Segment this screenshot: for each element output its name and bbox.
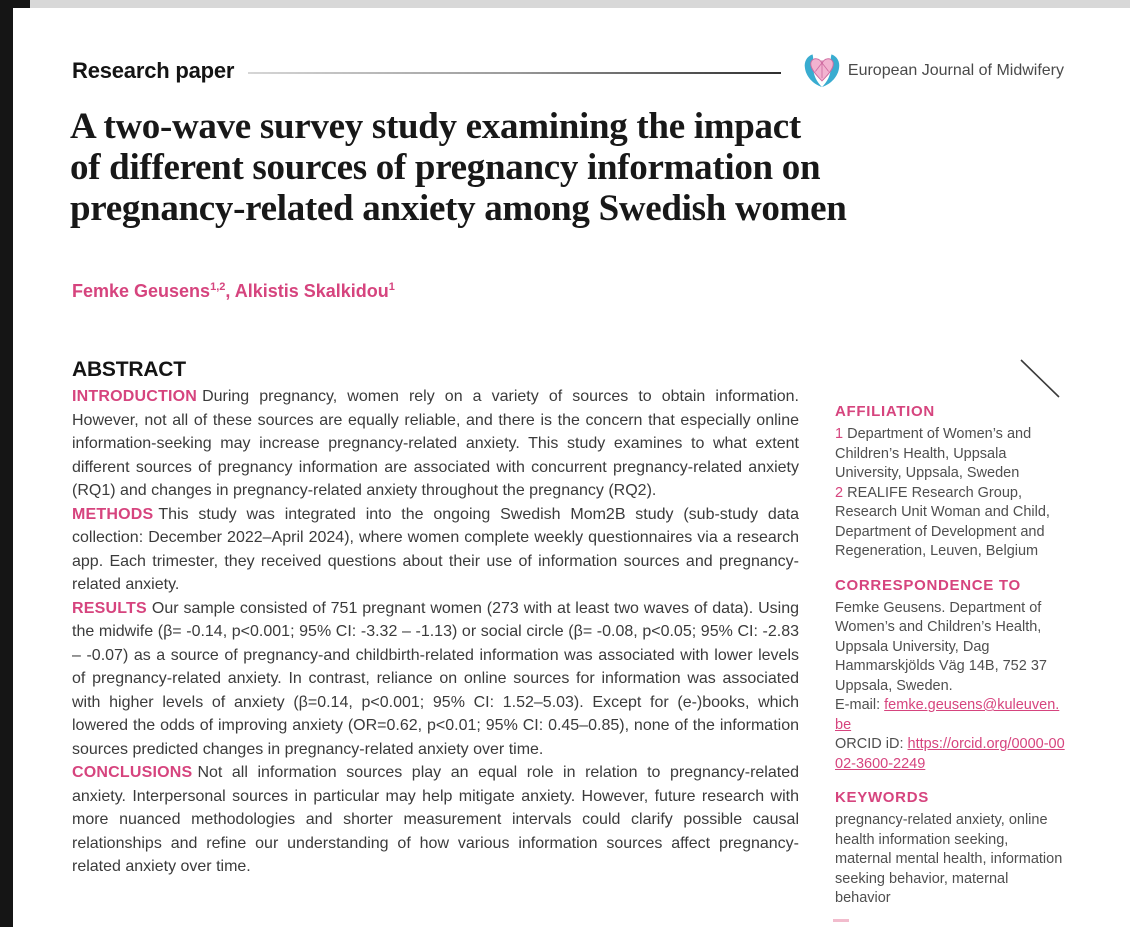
affiliation-number-1: 1 <box>835 426 844 442</box>
results-label: RESULTS <box>72 599 147 617</box>
page-top-black-corner <box>0 0 30 8</box>
abstract-results-paragraph: RESULTS Our sample consisted of 751 pregn… <box>72 597 799 762</box>
affiliation-item-2: 2 REALIFE Research Group, Research Unit … <box>835 484 1065 562</box>
author-name-2: Alkistis Skalkidou <box>234 281 389 301</box>
orcid-link[interactable]: https://orcid.org/0000-0002-3600-2249 <box>835 736 1065 772</box>
methods-text: This study was integrated into the ongoi… <box>72 505 799 594</box>
page-top-gray-bar <box>0 0 1130 8</box>
author-1-superscript: 1,2 <box>210 281 226 293</box>
article-type-label: Research paper <box>72 57 235 83</box>
keywords-section: KEYWORDS pregnancy-related anxiety, onli… <box>835 789 1065 909</box>
affiliation-section: AFFILIATION 1 Department of Women’s and … <box>835 403 1065 562</box>
email-link[interactable]: femke.geusens@kuleuven.be <box>835 697 1060 733</box>
sidebar-corner-rule <box>833 359 1060 398</box>
affiliation-text-2: REALIFE Research Group, Research Unit Wo… <box>835 484 1050 560</box>
conclusions-text: Not all information sources play an equa… <box>72 764 799 875</box>
article-title: A two-wave survey study examining the im… <box>70 106 847 229</box>
page-left-black-bar <box>0 0 13 927</box>
journal-name: European Journal of Midwifery <box>847 61 1064 79</box>
correspondence-address: Femke Geusens. Department of Women’s and… <box>835 599 1047 694</box>
correspondence-heading: CORRESPONDENCE TO <box>835 576 1021 594</box>
orcid-label: ORCID iD: <box>835 736 908 752</box>
affiliation-heading: AFFILIATION <box>835 403 935 420</box>
author-name-1: Femke Geusens <box>72 281 211 301</box>
introduction-text: During pregnancy, women rely on a variet… <box>72 388 799 499</box>
page-header: Research paper European Journal of Midwi… <box>72 52 1064 89</box>
affiliation-item-1: 1 Department of Women’s and Children’s H… <box>835 425 1065 484</box>
keywords-text: pregnancy-related anxiety, online health… <box>835 812 1063 906</box>
journal-logo-hands-heart-icon <box>803 52 841 89</box>
keywords-heading: KEYWORDS <box>835 789 929 806</box>
affiliation-number-2: 2 <box>835 484 844 501</box>
abstract-methods-paragraph: METHODS This study was integrated into th… <box>72 503 799 597</box>
next-section-cutoff-marker <box>833 919 849 922</box>
methods-label: METHODS <box>72 505 154 523</box>
results-text: Our sample consisted of 751 pregnant wom… <box>72 599 799 758</box>
email-label: E-mail: <box>835 697 885 713</box>
abstract-conclusions-paragraph: CONCLUSIONS Not all information sources p… <box>72 761 799 879</box>
affiliation-text-1: Department of Women’s and Children’s Hea… <box>835 426 1032 481</box>
correspondence-section: CORRESPONDENCE TO Femke Geusens. Departm… <box>835 577 1065 775</box>
article-info-sidebar: AFFILIATION 1 Department of Women’s and … <box>833 358 1065 909</box>
abstract-heading: ABSTRACT <box>72 358 186 381</box>
header-divider-line <box>248 71 781 74</box>
introduction-label: INTRODUCTION <box>72 388 198 405</box>
correspondence-body: Femke Geusens. Department of Women’s and… <box>835 599 1065 775</box>
conclusions-label: CONCLUSIONS <box>72 764 193 781</box>
abstract-body: INTRODUCTION During pregnancy, women rely… <box>72 385 799 879</box>
abstract-introduction-paragraph: INTRODUCTION During pregnancy, women rely… <box>72 385 799 503</box>
author-2-superscript: 1 <box>388 281 395 293</box>
authors-line: Femke Geusens1,2, Alkistis Skalkidou1 <box>72 281 395 302</box>
author-separator: , <box>225 281 235 301</box>
